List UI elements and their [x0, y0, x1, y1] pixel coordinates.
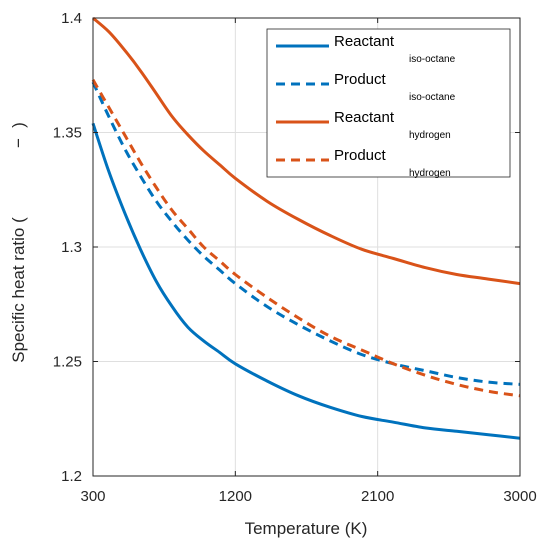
series-line-product-isooctane [91, 81, 521, 386]
series-line-reactant-hydrogen [92, 16, 521, 286]
y-axis-label-close: ) [9, 122, 28, 128]
y-tick-label: 1.2 [61, 468, 82, 485]
legend-label: Product [334, 147, 387, 164]
legend-label-subscript: hydrogen [409, 130, 451, 141]
x-axis-label: Temperature (K) [245, 519, 368, 538]
x-tick-label: 2100 [361, 488, 394, 505]
y-tick-label: 1.35 [53, 125, 82, 142]
x-tick-label: 1200 [219, 488, 252, 505]
legend-label: Reactant [334, 109, 395, 126]
series-line-product-hydrogen [91, 79, 521, 398]
legend: Reactant iso-octane Product iso-octane React… [266, 28, 511, 179]
x-tick-label: 300 [80, 488, 105, 505]
y-tick-label: 1.3 [61, 239, 82, 256]
y-axis-label: Specific heat ratio ( [9, 217, 28, 363]
series-line-reactant-isooctane [91, 122, 521, 440]
axis-ticks: 300 1200 2100 3000 1.2 1.25 1.3 1.35 1.4 [53, 10, 537, 505]
legend-label-subscript: iso-octane [409, 92, 456, 103]
y-tick-label: 1.25 [53, 354, 82, 371]
y-axis-unit: − [9, 138, 28, 148]
legend-box [266, 28, 511, 178]
legend-label: Reactant [334, 33, 395, 50]
x-tick-label: 3000 [503, 488, 536, 505]
legend-label: Product [334, 71, 387, 88]
y-tick-label: 1.4 [61, 10, 82, 27]
data-series [91, 16, 521, 440]
legend-label-subscript: hydrogen [409, 168, 451, 179]
legend-label-subscript: iso-octane [409, 54, 456, 65]
